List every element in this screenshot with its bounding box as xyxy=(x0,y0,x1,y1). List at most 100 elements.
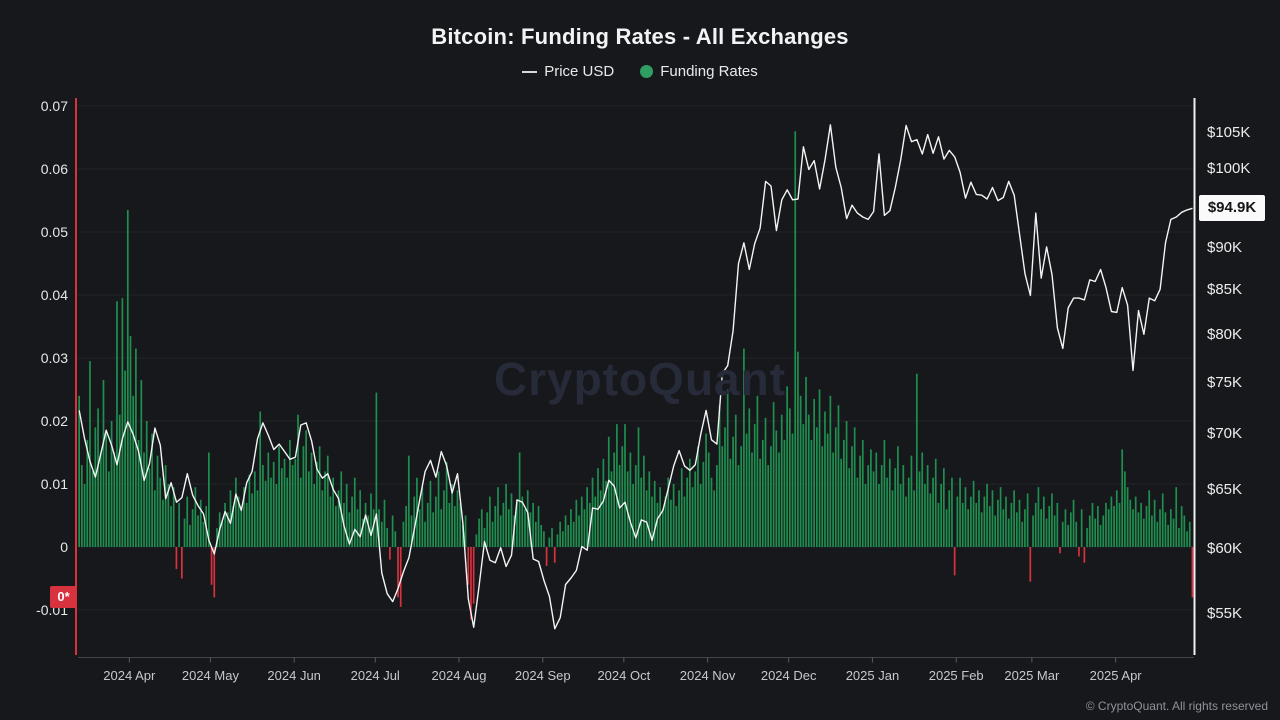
funding-bar xyxy=(905,496,907,547)
funding-bar xyxy=(964,487,967,547)
funding-bar xyxy=(537,506,540,547)
funding-bar xyxy=(926,465,929,547)
funding-bar xyxy=(561,531,564,547)
funding-bar xyxy=(818,389,821,547)
funding-bar xyxy=(486,512,489,547)
funding-bar xyxy=(159,477,162,547)
funding-bar xyxy=(994,515,997,547)
funding-bar xyxy=(1164,512,1167,547)
funding-bar xyxy=(899,484,902,547)
funding-bar xyxy=(578,515,580,547)
funding-bar xyxy=(356,509,359,547)
funding-bar xyxy=(1002,509,1005,547)
funding-bar xyxy=(145,421,148,547)
funding-bar xyxy=(859,455,861,547)
funding-bar xyxy=(237,496,240,547)
funding-bar xyxy=(1026,493,1029,547)
funding-bar xyxy=(424,521,426,547)
funding-bar xyxy=(988,506,991,547)
funding-bar xyxy=(345,484,348,547)
funding-bar xyxy=(951,477,953,547)
funding-bar xyxy=(845,421,848,547)
funding-bar xyxy=(697,446,699,547)
funding-bar xyxy=(834,427,837,547)
price-axis-tick: $100K xyxy=(1207,160,1251,178)
funding-bar xyxy=(567,524,570,547)
funding-bar xyxy=(132,395,135,547)
funding-bar xyxy=(534,521,537,547)
funding-bar xyxy=(1072,499,1075,547)
funding-bar xyxy=(256,490,259,547)
funding-bar xyxy=(232,506,235,547)
funding-bar xyxy=(1032,515,1034,547)
funding-bar xyxy=(875,452,878,547)
funding-bar xyxy=(791,433,794,547)
funding-bar xyxy=(81,465,83,547)
funding-bar xyxy=(475,534,478,547)
funding-bar xyxy=(326,455,329,547)
funding-axis-tick: 0.06 xyxy=(40,161,68,177)
funding-bar xyxy=(253,471,256,547)
funding-bar xyxy=(840,458,843,547)
funding-bar xyxy=(351,496,353,547)
funding-bar xyxy=(978,490,980,547)
funding-bar xyxy=(470,547,472,620)
funding-axis-tick: 0.05 xyxy=(40,224,68,240)
funding-bar xyxy=(726,389,729,547)
funding-bar xyxy=(980,512,983,547)
funding-bar xyxy=(129,335,132,547)
legend-item-funding[interactable]: Funding Rates xyxy=(640,63,758,80)
funding-bar xyxy=(959,477,961,547)
funding-bar xyxy=(770,446,772,547)
funding-bar xyxy=(780,414,783,547)
legend-item-price[interactable]: Price USD xyxy=(522,63,614,80)
funding-bar xyxy=(1045,518,1048,547)
funding-bar xyxy=(783,439,786,547)
funding-bar xyxy=(891,490,894,547)
funding-bar xyxy=(1010,502,1013,547)
funding-bar xyxy=(283,458,286,547)
funding-bar xyxy=(499,515,502,547)
funding-bar xyxy=(626,471,629,547)
funding-bar xyxy=(1191,547,1194,598)
funding-bar xyxy=(553,547,556,563)
funding-bar xyxy=(870,449,872,547)
funding-bar xyxy=(251,493,253,547)
funding-bar xyxy=(210,547,213,585)
funding-bar xyxy=(661,509,664,547)
funding-bar xyxy=(826,433,829,547)
funding-bar xyxy=(294,458,297,547)
funding-bar xyxy=(248,474,251,547)
funding-bar xyxy=(316,461,318,547)
funding-bar xyxy=(397,547,399,598)
funding-bar xyxy=(813,398,815,547)
funding-bar xyxy=(605,480,607,547)
funding-bar xyxy=(983,496,986,547)
funding-axis-tick: 0.03 xyxy=(40,350,68,366)
funding-bar xyxy=(1005,496,1007,547)
funding-bar xyxy=(759,458,761,547)
funding-bar xyxy=(83,484,86,547)
time-axis-tick: 2024 Apr xyxy=(103,668,156,683)
funding-bar xyxy=(153,490,156,547)
funding-bar xyxy=(208,452,210,547)
funding-bar xyxy=(867,465,870,547)
funding-bar xyxy=(583,509,586,547)
funding-bar xyxy=(324,471,326,547)
funding-bar xyxy=(126,209,129,547)
funding-current-value-badge: 0* xyxy=(50,586,77,609)
funding-bar xyxy=(564,515,567,547)
funding-bar xyxy=(848,468,851,547)
funding-bar xyxy=(418,509,421,547)
time-axis-tick: 2024 Oct xyxy=(597,668,651,683)
funding-bar xyxy=(135,348,137,547)
funding-bar xyxy=(829,395,832,547)
funding-bar xyxy=(178,502,180,547)
funding-bar xyxy=(170,506,172,547)
funding-bar xyxy=(1121,449,1124,547)
funding-bar xyxy=(348,512,351,547)
funding-bar xyxy=(1094,518,1097,547)
funding-bar xyxy=(151,433,153,547)
funding-bar xyxy=(229,490,232,547)
